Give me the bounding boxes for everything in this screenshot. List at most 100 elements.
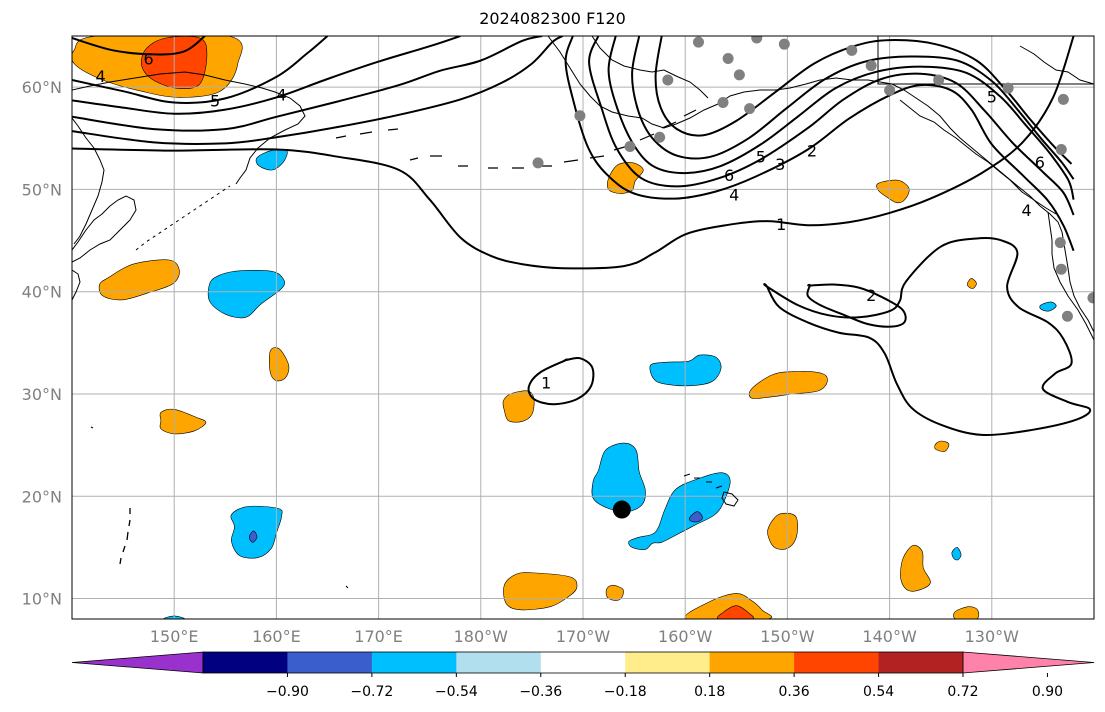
contour-label: 2 [807,142,817,161]
station-dot [717,96,729,108]
station-dot [1087,292,1094,304]
anomaly-patch [717,605,754,619]
colorbar-box [371,652,457,673]
hawaii-islands [683,473,739,507]
lon-label: 140°W [862,627,917,646]
alaska-interior-west [591,36,709,99]
station-dot [654,131,666,143]
station-dot [1055,144,1067,156]
contour-line [631,36,1075,180]
colorbar-extend-low [71,651,204,674]
japan-south-coast [72,269,81,301]
lon-label: 130°W [965,627,1020,646]
lat-label: 30°N [22,385,62,404]
colorbar-box [287,652,373,673]
station-dot [778,38,790,50]
aleutian-islands [335,109,697,169]
anomaly-patch [876,179,910,204]
anomaly-patch [684,593,773,619]
station-dot [1054,237,1066,249]
lat-label: 50°N [22,180,62,199]
colorbar-outline [202,651,964,674]
colorbar-tick-label: 0.90 [1032,684,1063,700]
contour-line [72,36,543,132]
colorbar-box [709,652,795,673]
station-dot [744,103,756,115]
colorbar: −0.90 −0.72 −0.54 −0.36 −0.18 0.18 0.36 0.54 0.7… [71,651,1095,700]
contour-label: 1 [776,215,786,234]
station-dot [662,74,674,86]
contour-label: 4 [96,67,106,86]
station-dot [1057,93,1069,105]
contour-label: 1 [541,374,551,393]
anomaly-patch [767,512,798,550]
anomaly-patch [1039,301,1057,312]
station-dot [532,157,544,169]
anomaly-patch [934,440,950,452]
colorbar-tick-label: −0.18 [604,684,647,700]
lon-label: 160°W [658,627,713,646]
colorbar-box [794,652,880,673]
colorbar-tick-label: 0.72 [947,684,978,700]
colorbar-box [203,652,288,673]
contour-line [72,36,206,56]
anomaly-patch [967,278,977,289]
contour-label: 4 [729,186,739,205]
contour-line [564,36,1075,252]
colorbar-extend-high [962,651,1095,674]
colorbar-tick-label: −0.90 [266,684,309,700]
colorbar-box [540,652,626,673]
lon-label: 170°E [354,627,403,646]
anomaly-patch [503,572,578,611]
anomaly-patch [249,530,258,543]
station-dot [722,53,734,65]
contour-line [72,36,564,145]
lat-label: 10°N [22,590,62,609]
colorbar-box [625,652,711,673]
contour-label: 5 [987,87,997,106]
lon-label: 160°E [252,627,301,646]
station-dot [1002,82,1014,94]
station-dot [933,74,945,86]
contour-label: 2 [866,286,876,305]
contour-line [72,36,329,104]
contour-label: 4 [276,85,286,104]
longitude-labels: 150°E 160°E 170°E 180°W 170°W 160°W 150°W 140°W… [150,627,1019,646]
colorbar-tick-label: 0.54 [863,684,894,700]
lon-label: 150°W [760,627,815,646]
canada-east [1019,45,1094,85]
map-frame [71,35,1095,620]
anomaly-patch [255,149,288,171]
anomaly-patch [605,584,624,601]
colorbar-box [456,652,542,673]
contour-lines [72,36,1092,437]
small-island [90,426,349,589]
contour-label: 3 [775,155,785,174]
station-dot [751,36,763,44]
graticule [72,36,1094,619]
anomaly-patch [951,547,962,561]
mariana-islands [119,508,131,565]
bc-inlets [899,99,1057,215]
station-dot [574,110,586,122]
contour-line [588,36,1075,216]
contour-line [654,36,1073,165]
anomaly-patch [606,162,644,194]
colorbar-box [878,652,964,673]
colorbar-tick-label: 0.36 [779,684,810,700]
station-dot [865,60,877,72]
colorbar-tick-label: −0.36 [519,684,562,700]
contour-label: 6 [1035,153,1045,172]
station-markers [532,36,1094,322]
station-dot [1055,263,1067,275]
station-dot [1061,310,1073,322]
lat-label: 20°N [22,487,62,506]
contour-line [527,356,595,406]
contour-label: 5 [210,91,220,110]
colorbar-tick-label: −0.72 [350,684,393,700]
lon-label: 150°E [150,627,199,646]
colorbar-tick-label: 0.18 [694,684,725,700]
anomaly-patch [268,347,290,382]
